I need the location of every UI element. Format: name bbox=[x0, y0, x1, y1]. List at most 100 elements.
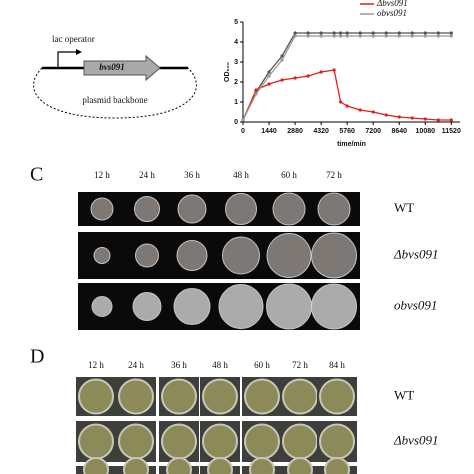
plate bbox=[282, 378, 318, 415]
data-point bbox=[339, 34, 343, 38]
data-point bbox=[280, 54, 284, 58]
data-point bbox=[423, 31, 427, 35]
time-label: 48 h bbox=[212, 360, 228, 370]
colony bbox=[218, 284, 264, 329]
plate bbox=[207, 457, 233, 474]
gene-label: bvs091 bbox=[99, 62, 125, 72]
data-point bbox=[332, 68, 336, 72]
data-point bbox=[449, 34, 453, 38]
colony bbox=[134, 196, 160, 222]
colony bbox=[93, 247, 111, 264]
data-point bbox=[371, 31, 375, 35]
colony bbox=[266, 233, 312, 278]
data-point bbox=[436, 31, 440, 35]
row-label: Δbvs091 bbox=[393, 246, 438, 261]
data-point bbox=[449, 31, 453, 35]
time-label: 60 h bbox=[281, 170, 297, 180]
data-point bbox=[384, 31, 388, 35]
plate bbox=[123, 457, 149, 474]
gene-arrow bbox=[83, 54, 161, 82]
plate bbox=[282, 423, 318, 460]
data-point bbox=[423, 117, 427, 121]
data-point bbox=[423, 34, 427, 38]
data-point bbox=[319, 70, 323, 74]
promoter-arrow-head bbox=[76, 49, 82, 55]
promoter-label: lac operator bbox=[52, 34, 95, 44]
colony bbox=[132, 292, 162, 321]
y-tick-label: 2 bbox=[234, 79, 238, 86]
promoter-arrow bbox=[57, 51, 80, 68]
data-point bbox=[371, 110, 375, 114]
series-line bbox=[242, 35, 452, 121]
x-tick-label: 7200 bbox=[365, 128, 381, 135]
y-tick-label: 5 bbox=[234, 19, 238, 26]
panel-label: D bbox=[30, 346, 44, 368]
colony bbox=[90, 197, 114, 221]
y-tick-label: 1 bbox=[234, 99, 238, 106]
colony-strip bbox=[78, 192, 360, 226]
legend-label: Δbvs091 bbox=[376, 0, 408, 8]
data-point bbox=[293, 34, 297, 38]
plate bbox=[118, 378, 154, 415]
plate bbox=[319, 423, 355, 460]
plate bbox=[287, 457, 313, 474]
data-point bbox=[306, 31, 310, 35]
colony bbox=[272, 192, 306, 226]
time-label: 60 h bbox=[254, 360, 270, 370]
x-tick-label: 0 bbox=[241, 128, 245, 135]
data-point bbox=[436, 118, 440, 122]
time-label: 84 h bbox=[329, 360, 345, 370]
data-point bbox=[254, 88, 258, 92]
data-point bbox=[332, 31, 336, 35]
x-tick-label: 11520 bbox=[442, 128, 461, 135]
data-point bbox=[397, 34, 401, 38]
time-label: 12 h bbox=[88, 360, 104, 370]
colony bbox=[311, 283, 357, 330]
colony bbox=[135, 243, 159, 268]
plate bbox=[78, 378, 114, 415]
data-point bbox=[371, 34, 375, 38]
data-point bbox=[267, 74, 271, 78]
colony bbox=[91, 296, 113, 317]
data-point bbox=[358, 34, 362, 38]
row-label: obvs091 bbox=[394, 297, 437, 312]
plate bbox=[202, 423, 238, 460]
colony bbox=[311, 232, 357, 279]
legend-label: obvs091 bbox=[377, 8, 407, 18]
colony bbox=[222, 236, 260, 275]
plate bbox=[166, 457, 192, 474]
data-point bbox=[280, 58, 284, 62]
backbone bbox=[33, 67, 197, 119]
time-label: 48 h bbox=[233, 170, 249, 180]
data-point bbox=[241, 118, 245, 122]
data-point bbox=[410, 34, 414, 38]
y-tick-label: 4 bbox=[234, 39, 238, 46]
data-point bbox=[254, 92, 258, 96]
data-point bbox=[410, 116, 414, 120]
data-point bbox=[293, 31, 297, 35]
data-point bbox=[339, 100, 343, 104]
plate bbox=[78, 423, 114, 460]
plate bbox=[244, 378, 280, 415]
data-point bbox=[397, 31, 401, 35]
colony bbox=[176, 240, 208, 271]
data-point bbox=[306, 74, 310, 78]
data-point bbox=[306, 34, 310, 38]
data-point bbox=[345, 31, 349, 35]
plate bbox=[324, 457, 350, 474]
x-tick-label: 4320 bbox=[313, 128, 329, 135]
time-label: 36 h bbox=[171, 360, 187, 370]
colony-panels: C 12 h 24 h 36 h 48 h 60 h 72 h WT Δbvs091 obvs09… bbox=[30, 164, 438, 474]
panel-label: C bbox=[30, 164, 43, 186]
time-label: 72 h bbox=[292, 360, 308, 370]
row-label: WT bbox=[394, 200, 414, 215]
data-point bbox=[293, 76, 297, 80]
data-point bbox=[267, 82, 271, 86]
colony bbox=[225, 193, 257, 225]
data-point bbox=[436, 34, 440, 38]
data-point bbox=[384, 113, 388, 117]
time-label: 36 h bbox=[184, 170, 200, 180]
backbone-label: plasmid backbone bbox=[82, 95, 147, 105]
plate bbox=[83, 457, 109, 474]
plate bbox=[202, 378, 238, 415]
